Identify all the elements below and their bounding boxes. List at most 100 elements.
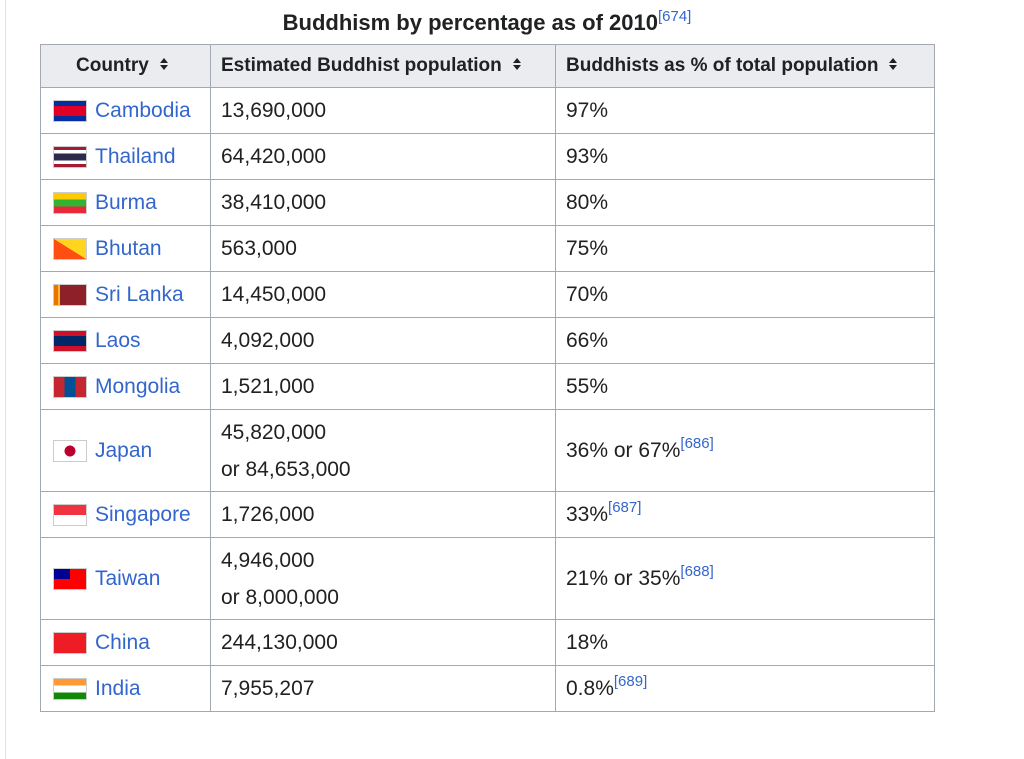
header-row: Country Estimated Buddhist population Budd… [40,44,935,88]
table-row: Sri Lanka 14,450,000 70% [40,271,935,318]
flag [53,567,87,590]
column-header[interactable]: Estimated Buddhist population [210,44,556,88]
country-cell: Mongolia [40,363,211,410]
data-table: Country Estimated Buddhist population Budd… [40,44,935,712]
percent-cell: 18% [555,619,935,666]
percent-cell: 97% [555,87,935,134]
population-line: 64,420,000 [221,144,327,168]
reference[interactable]: [687] [608,498,642,516]
country-link[interactable]: Singapore [95,502,191,526]
population-line: 1,521,000 [221,374,315,398]
table-row: Mongolia 1,521,000 55% [40,363,935,410]
table-row: Laos 4,092,000 66% [40,317,935,364]
percent-text: 55% [566,374,609,398]
country-cell: Bhutan [40,225,211,272]
percent-cell: 93% [555,133,935,180]
country-link[interactable]: Japan [95,438,153,462]
percent-text: 0.8% [566,676,614,700]
population-line: 4,946,000 [221,548,315,572]
percent-cell: 36% or 67%[686] [555,409,935,492]
flag [53,237,87,260]
population-line: 7,955,207 [221,676,315,700]
table-row: China 244,130,000 18% [40,619,935,666]
table-row: Burma 38,410,000 80% [40,179,935,226]
country-link[interactable]: China [95,630,150,654]
flag [53,329,87,352]
page-edge [5,0,6,759]
country-cell: Taiwan [40,537,211,620]
percent-text: 18% [566,630,609,654]
country-link[interactable]: Burma [95,190,157,214]
population-line: or 8,000,000 [221,585,339,609]
table-row: Singapore 1,726,000 33%[687] [40,491,935,538]
table-row: Taiwan 4,946,000 or 8,000,000 21% or 35%[68… [40,537,935,620]
table-row: India 7,955,207 0.8%[689] [40,665,935,712]
country-link[interactable]: Sri Lanka [95,282,184,306]
flag [53,677,87,700]
population-cell: 244,130,000 [210,619,556,666]
country-link[interactable]: Bhutan [95,236,162,260]
percent-text: 80% [566,190,609,214]
population-line: 244,130,000 [221,630,338,654]
country-cell: Singapore [40,491,211,538]
population-cell: 64,420,000 [210,133,556,180]
flag [53,283,87,306]
percent-text: 36% or 67% [566,438,681,462]
country-cell: Thailand [40,133,211,180]
population-cell: 13,690,000 [210,87,556,134]
population-line: 45,820,000 [221,420,327,444]
population-cell: 4,092,000 [210,317,556,364]
country-link[interactable]: Cambodia [95,98,191,122]
country-link[interactable]: Mongolia [95,374,181,398]
percent-text: 33% [566,502,609,526]
percent-cell: 55% [555,363,935,410]
population-cell: 563,000 [210,225,556,272]
population-line: 563,000 [221,236,297,260]
population-line: 13,690,000 [221,98,327,122]
table-row: Cambodia 13,690,000 97% [40,87,935,134]
header-text: Country [76,55,149,76]
country-link[interactable]: Thailand [95,144,176,168]
sort-icon[interactable] [512,55,522,77]
reference[interactable]: [688] [680,562,714,580]
country-link[interactable]: Laos [95,328,141,352]
population-cell: 7,955,207 [210,665,556,712]
sort-icon[interactable] [888,55,898,77]
table-row: Thailand 64,420,000 93% [40,133,935,180]
header-text: Estimated Buddhist population [221,55,502,76]
flag [53,631,87,654]
percent-cell: 75% [555,225,935,272]
reference[interactable]: [674] [657,8,692,25]
percent-cell: 0.8%[689] [555,665,935,712]
country-cell: Burma [40,179,211,226]
sort-icon[interactable] [159,55,169,77]
column-header[interactable]: Country [40,44,211,88]
country-cell: Laos [40,317,211,364]
country-link[interactable]: Taiwan [95,566,161,590]
flag [53,503,87,526]
reference[interactable]: [689] [613,672,648,690]
percent-cell: 33%[687] [555,491,935,538]
country-link[interactable]: India [95,676,141,700]
population-line: 4,092,000 [221,328,315,352]
flag [53,375,87,398]
percent-text: 70% [566,282,609,306]
header-text: Buddhists as % of total population [566,55,879,76]
percent-cell: 21% or 35%[688] [555,537,935,620]
percent-text: 66% [566,328,609,352]
flag [53,99,87,122]
table-row: Bhutan 563,000 75% [40,225,935,272]
column-header[interactable]: Buddhists as % of total population [555,44,935,88]
population-cell: 1,726,000 [210,491,556,538]
population-cell: 1,521,000 [210,363,556,410]
percent-text: 75% [566,236,609,260]
reference[interactable]: [686] [680,434,714,452]
percent-cell: 70% [555,271,935,318]
country-cell: India [40,665,211,712]
population-line: 14,450,000 [221,282,327,306]
population-cell: 45,820,000 or 84,653,000 [210,409,556,492]
percent-cell: 66% [555,317,935,364]
percent-text: 21% or 35% [566,566,681,590]
flag [53,439,87,462]
